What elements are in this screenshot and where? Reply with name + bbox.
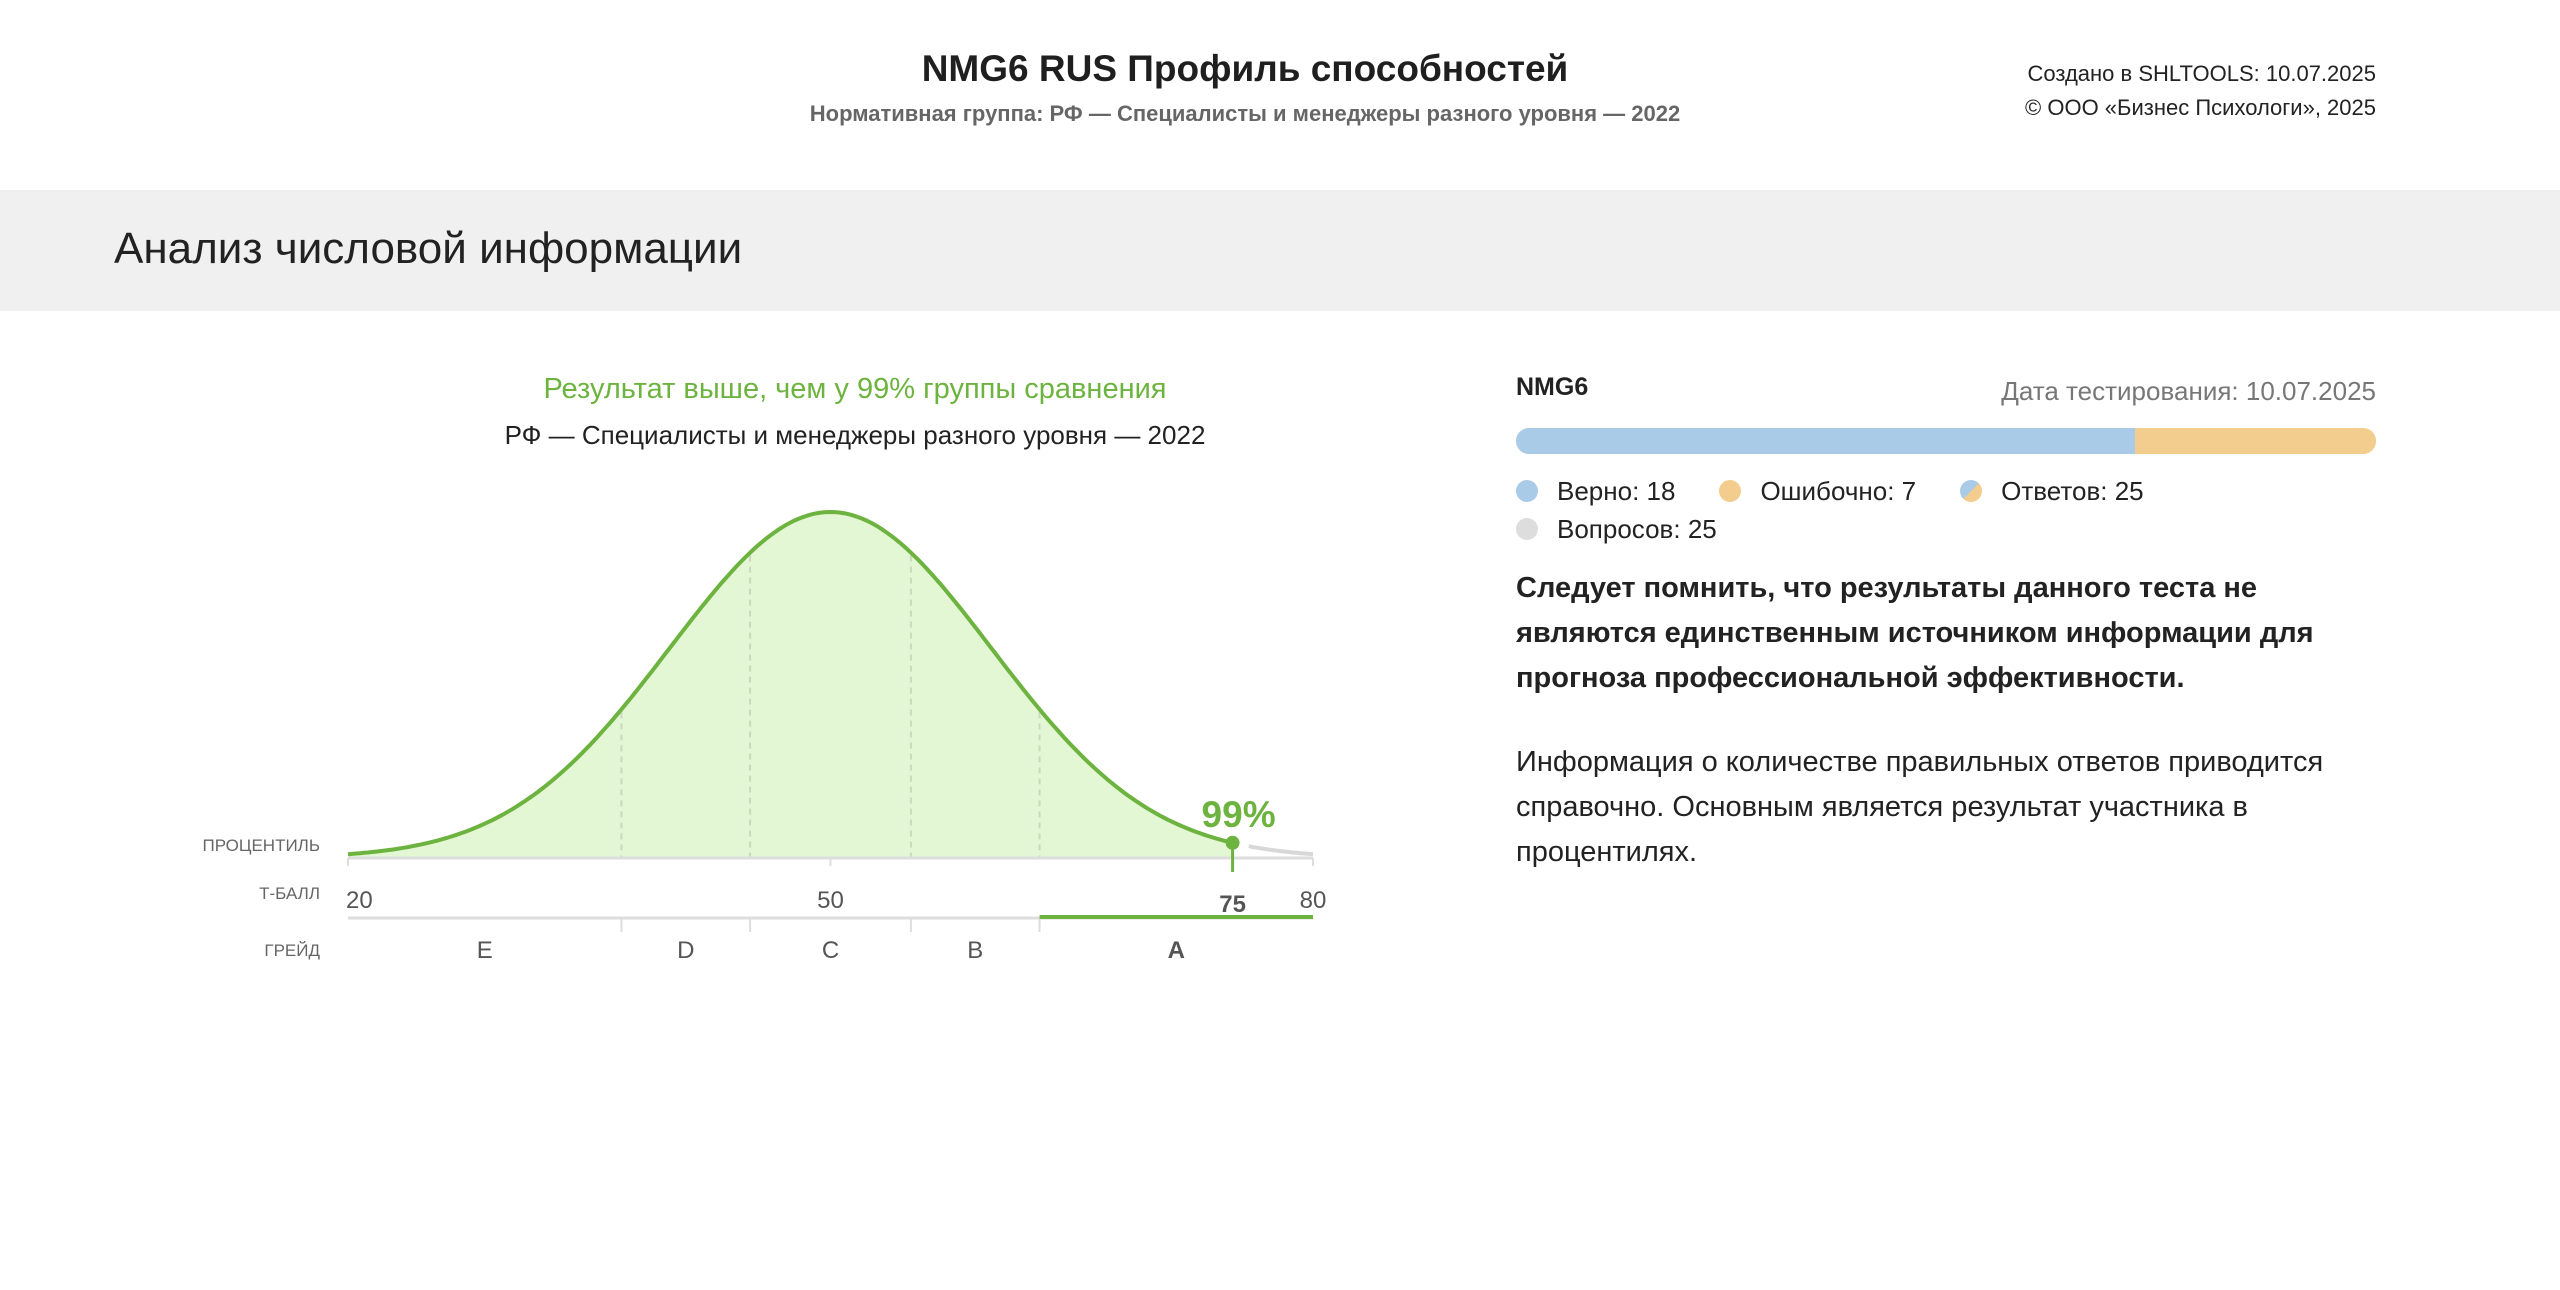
correct-dot-icon	[1516, 480, 1538, 502]
distribution-area	[348, 512, 1233, 858]
norm-group-subtitle: Нормативная группа: РФ — Специалисты и м…	[809, 101, 1681, 126]
test-summary-header: NMG6 Дата тестирования: 10.07.2025	[1516, 370, 2376, 420]
grade-label: E	[477, 937, 493, 964]
answered-dot-icon	[1960, 480, 1983, 502]
page-title: NMG6 RUS Профиль способностей	[921, 48, 1569, 89]
grade-boundary-lines	[620, 555, 1041, 858]
score-percentile-label: 99%	[1202, 794, 1276, 835]
grade-label: B	[967, 937, 983, 964]
wrong-answers-segment	[2135, 428, 2376, 454]
distribution-tail	[1248, 844, 1314, 857]
created-info: Создано в SHLTOOLS: 10.07.2025 © ООО «Би…	[2025, 57, 2376, 125]
legend-wrong: Ошибочно: 7	[1719, 476, 1916, 507]
questions-dot-icon	[1516, 518, 1538, 540]
tscore-ticks: 20 50 75 80	[346, 858, 1326, 918]
copyright: © ООО «Бизнес Психологи», 2025	[2025, 95, 2376, 120]
comparison-group: РФ — Специалисты и менеджеры разного уро…	[504, 420, 1206, 450]
test-summary-panel: NMG6 Дата тестирования: 10.07.2025 Верно…	[1516, 370, 2376, 868]
test-name: NMG6	[1516, 373, 1589, 401]
legend-row: Вопросов: 25	[1516, 510, 2376, 548]
section-title: Анализ числовой информации	[114, 224, 743, 273]
percentile-chart: ПРОЦЕНТИЛЬ Т-БАЛЛ ГРЕЙД 20 50 75 80 E D C B A 9…	[180, 490, 1350, 990]
legend-wrong-label: Ошибочно: 7	[1760, 475, 1917, 506]
legend-correct: Верно: 18	[1516, 476, 1675, 507]
correct-answers-segment	[1516, 428, 2136, 454]
active-grade-label: A	[1168, 937, 1185, 964]
distribution-chart-svg: ПРОЦЕНТИЛЬ Т-БАЛЛ ГРЕЙД 20 50 75 80 E D C B A 9…	[202, 509, 1326, 964]
test-date: Дата тестирования: 10.07.2025	[2001, 376, 2376, 406]
result-headline: Результат выше, чем у 99% группы сравнен…	[543, 373, 1167, 405]
wrong-dot-icon	[1719, 480, 1742, 502]
answers-legend: Верно: 18 Ошибочно: 7 Ответов: 25 Вопрос…	[1516, 472, 2376, 548]
tscore-tick-label: 50	[817, 887, 844, 914]
legend-answered-label: Ответов: 25	[2001, 475, 2144, 506]
grade-label: D	[677, 937, 694, 964]
legend-correct-label: Верно: 18	[1557, 475, 1676, 506]
grade-row-label: ГРЕЙД	[264, 941, 320, 960]
info-note: Информация о количестве правильных ответ…	[1516, 746, 2324, 868]
report-header: NMG6 RUS Профиль способностей Нормативна…	[0, 0, 2560, 190]
grade-label: C	[822, 937, 839, 964]
section-header-band	[0, 190, 2560, 311]
created-date: Создано в SHLTOOLS: 10.07.2025	[2027, 61, 2376, 86]
percentile-row-label: ПРОЦЕНТИЛЬ	[202, 836, 320, 855]
tscore-tick-label: 80	[1300, 887, 1327, 914]
score-tick-label: 75	[1219, 891, 1246, 918]
legend-row: Верно: 18 Ошибочно: 7 Ответов: 25	[1516, 472, 2376, 510]
distribution-curve	[347, 509, 1234, 857]
tscore-row-label: Т-БАЛЛ	[259, 884, 320, 903]
tscore-tick-label: 20	[346, 887, 373, 914]
disclaimer-note: Следует помнить, что результаты данного …	[1516, 572, 2314, 694]
legend-questions-label: Вопросов: 25	[1557, 513, 1717, 544]
score-dot	[1225, 835, 1240, 850]
legend-questions: Вопросов: 25	[1516, 514, 1717, 545]
legend-answered: Ответов: 25	[1960, 476, 2144, 507]
answers-progress-bar	[1516, 428, 2376, 454]
